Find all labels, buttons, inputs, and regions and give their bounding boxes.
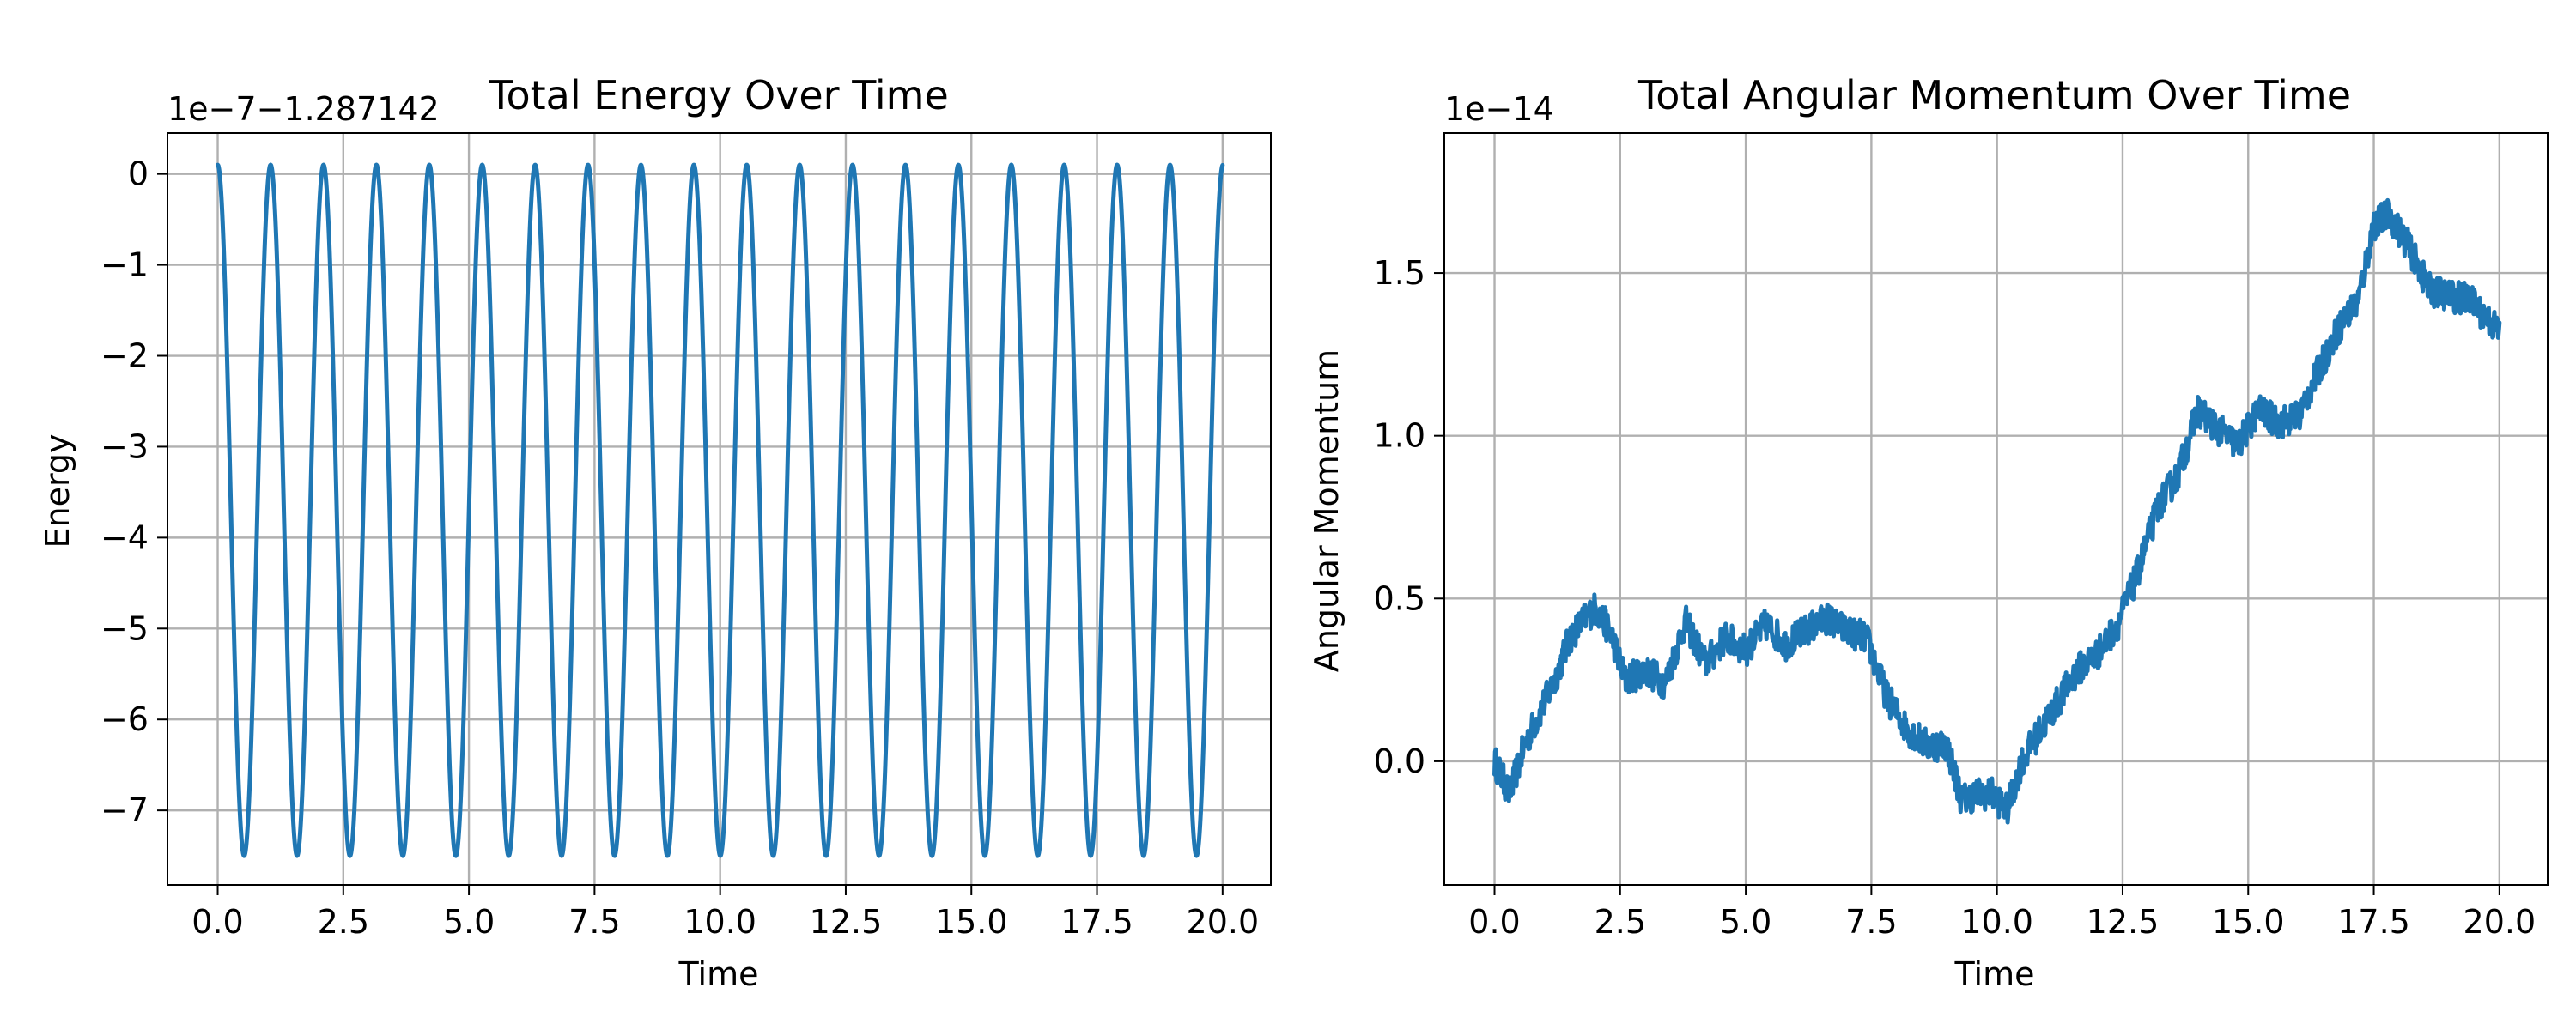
angular-momentum-y-tick-label: 0.5 — [1374, 579, 1425, 617]
energy-y-tick-label: −5 — [100, 609, 149, 647]
energy-series — [216, 162, 1225, 858]
energy-x-tick-label: 2.5 — [318, 903, 369, 941]
energy-x-tick-label: 17.5 — [1060, 903, 1133, 941]
energy-y-axis-label: Energy — [39, 433, 76, 548]
energy-y-tick-label: −6 — [100, 700, 149, 738]
energy-series-line — [216, 162, 1225, 858]
energy-x-tick-label: 0.0 — [191, 903, 243, 941]
angular-momentum-x-tick-label: 20.0 — [2464, 903, 2537, 941]
energy-y-tick-label: 0 — [128, 155, 149, 193]
energy-x-axis-label: Time — [678, 955, 759, 993]
angular-momentum-x-tick-label: 2.5 — [1595, 903, 1646, 941]
energy-y-tick-label: −3 — [100, 427, 149, 465]
energy-x-tick-label: 10.0 — [683, 903, 756, 941]
angular-momentum-chart-title: Total Angular Momentum Over Time — [1637, 72, 2351, 118]
energy-offset-label: 1e−7−1.287142 — [167, 90, 440, 128]
angular-momentum-x-tick-label: 5.0 — [1720, 903, 1771, 941]
angular-momentum-series — [1492, 197, 2502, 825]
energy-chart: Total Energy Over Time 1e−7−1.287142 Tim… — [39, 72, 1272, 993]
angular-momentum-y-tick-label: 1.5 — [1374, 254, 1425, 292]
angular-momentum-x-tick-label: 10.0 — [1960, 903, 2033, 941]
angular-momentum-x-tick-label: 7.5 — [1845, 903, 1897, 941]
angular-momentum-x-tick-label: 15.0 — [2212, 903, 2285, 941]
energy-ticks: 0.0 2.5 5.0 7.5 10.0 12.5 15.0 17.5 20.0 0 −1 −2 −3 −… — [100, 155, 1259, 941]
energy-chart-title: Total Energy Over Time — [488, 72, 949, 118]
energy-y-tick-label: −7 — [100, 791, 149, 829]
energy-y-tick-label: −2 — [100, 337, 149, 375]
energy-x-tick-label: 7.5 — [568, 903, 620, 941]
energy-x-tick-label: 15.0 — [935, 903, 1008, 941]
angular-momentum-offset-label: 1e−14 — [1444, 90, 1554, 128]
energy-y-tick-label: −1 — [100, 246, 149, 284]
energy-x-tick-label: 5.0 — [443, 903, 495, 941]
angular-momentum-x-tick-label: 0.0 — [1468, 903, 1520, 941]
energy-plot-frame — [167, 132, 1272, 886]
energy-x-tick-label: 12.5 — [810, 903, 883, 941]
angular-momentum-y-axis-label: Angular Momentum — [1308, 349, 1346, 672]
angular-momentum-x-axis-label: Time — [1954, 955, 2035, 993]
angular-momentum-y-tick-label: 0.0 — [1374, 742, 1425, 780]
angular-momentum-chart: Total Angular Momentum Over Time 1e−14 T… — [1308, 72, 2549, 993]
angular-momentum-plot-frame — [1443, 132, 2549, 886]
energy-y-tick-label: −4 — [100, 518, 149, 556]
angular-momentum-ticks: 0.0 2.5 5.0 7.5 10.0 12.5 15.0 17.5 20.0 0.0 0.5 1.… — [1374, 254, 2537, 941]
angular-momentum-series-line — [1492, 197, 2502, 825]
energy-x-tick-label: 20.0 — [1187, 903, 1260, 941]
angular-momentum-y-tick-label: 1.0 — [1374, 417, 1425, 455]
angular-momentum-x-tick-label: 12.5 — [2087, 903, 2160, 941]
angular-momentum-x-tick-label: 17.5 — [2337, 903, 2410, 941]
